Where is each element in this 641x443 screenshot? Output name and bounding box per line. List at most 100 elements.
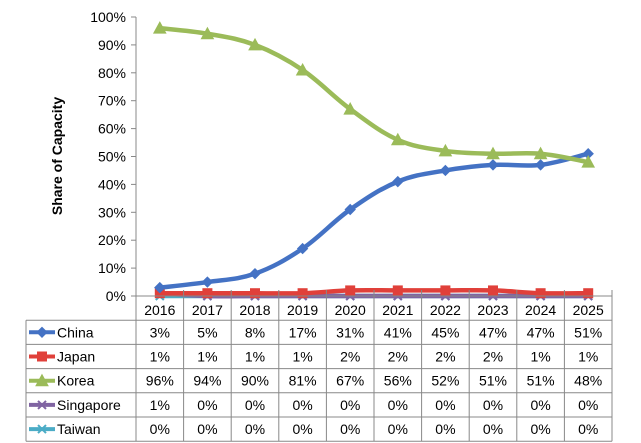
- legend-marker: [37, 424, 47, 434]
- legend-key-china: [29, 326, 55, 339]
- x-category-label: 2020: [335, 302, 366, 318]
- y-tick-label: 40%: [98, 176, 126, 192]
- data-table-cell: 0%: [483, 397, 503, 413]
- data-point-japan: [488, 285, 498, 296]
- x-category-label: 2019: [287, 302, 318, 318]
- legend-key-taiwan: [29, 424, 55, 434]
- data-table-cell: 81%: [289, 373, 317, 389]
- data-point-korea: [152, 21, 167, 34]
- data-point-korea: [533, 146, 548, 160]
- y-axis-title: Share of Capacity: [49, 97, 65, 215]
- data-table-cell: 0%: [292, 421, 312, 437]
- y-tick-label: 20%: [98, 232, 126, 248]
- legend-marker: [35, 373, 49, 387]
- series-line-china: [159, 151, 589, 290]
- data-point-china: [201, 276, 214, 288]
- legend-key-japan: [29, 351, 55, 362]
- data-table-cell: 0%: [530, 397, 550, 413]
- x-category-label: 2022: [430, 302, 461, 318]
- data-point-china: [534, 159, 547, 171]
- data-table-cell: 3%: [150, 324, 170, 340]
- data-table-cell: 0%: [197, 421, 217, 437]
- x-category-label: 2025: [573, 302, 604, 318]
- data-table-cell: 51%: [527, 373, 555, 389]
- data-table-cell: 1%: [245, 349, 265, 365]
- data-point-korea: [390, 132, 405, 146]
- legend-label: Taiwan: [57, 421, 101, 437]
- data-table-cell: 1%: [530, 349, 550, 365]
- data-table-cell: 0%: [578, 397, 598, 413]
- data-table-cell: 0%: [388, 397, 408, 413]
- data-point-china: [439, 164, 452, 177]
- data-table-cell: 8%: [245, 324, 265, 340]
- data-table: 2016 2017 2018 2019 2020 2021 2022 2023 2024 2025…: [25, 290, 613, 442]
- data-table-cell: 1%: [150, 349, 170, 365]
- legend-label: Korea: [57, 373, 95, 389]
- data-table-cell: 67%: [336, 373, 364, 389]
- x-category-label: 2023: [477, 302, 508, 318]
- data-point-china: [392, 175, 404, 188]
- data-table-cell: 0%: [340, 397, 360, 413]
- data-table-cell: 48%: [574, 373, 602, 389]
- y-tick-label: 0%: [106, 288, 126, 304]
- x-category-label: 2016: [144, 302, 175, 318]
- y-tick-label: 90%: [98, 37, 126, 53]
- y-tick-label: 50%: [98, 149, 126, 165]
- y-tick-label: 100%: [90, 9, 126, 25]
- data-table-cell: 17%: [289, 324, 317, 340]
- data-table-cell: 0%: [245, 397, 265, 413]
- y-tick-label: 30%: [98, 204, 126, 220]
- data-point-china: [344, 203, 356, 216]
- data-point-korea: [343, 102, 358, 115]
- data-table-cell: 2%: [435, 349, 455, 365]
- data-table-cell: 0%: [292, 397, 312, 413]
- series-lines: [152, 21, 596, 301]
- data-table-cell: 51%: [574, 324, 602, 340]
- data-table-cell: 0%: [530, 421, 550, 437]
- data-point-japan: [440, 285, 451, 296]
- x-category-label: 2024: [525, 302, 556, 318]
- data-table-cell: 2%: [388, 349, 408, 365]
- data-table-cell: 90%: [241, 373, 269, 389]
- data-point-japan: [345, 285, 356, 296]
- legend-label: Singapore: [57, 397, 121, 413]
- data-table-cell: 96%: [146, 373, 174, 389]
- legend-key-singapore: [29, 400, 55, 410]
- data-point-korea: [486, 146, 500, 160]
- y-axis-ticks: 0% 10% 20% 30% 40% 50% 60% 70% 80% 90% 100%: [90, 9, 136, 304]
- data-table-cell: 31%: [336, 324, 364, 340]
- series-line-korea: [159, 25, 589, 165]
- data-point-china: [154, 281, 166, 294]
- legend-label: China: [57, 324, 94, 340]
- data-table-cell: 0%: [388, 421, 408, 437]
- data-point-china: [249, 267, 261, 280]
- legend-marker: [37, 400, 47, 410]
- data-table-cell: 0%: [245, 421, 265, 437]
- data-table-cell: 1%: [292, 349, 312, 365]
- data-point-korea: [248, 37, 262, 51]
- x-category-label: 2021: [382, 302, 413, 318]
- data-point-korea: [581, 155, 596, 168]
- data-table-cell: 0%: [150, 421, 170, 437]
- data-point-japan: [250, 288, 260, 299]
- data-table-cell: 0%: [483, 421, 503, 437]
- data-point-japan: [583, 288, 594, 299]
- data-point-korea: [438, 143, 453, 157]
- data-table-cell: 0%: [578, 421, 598, 437]
- data-point-korea: [295, 62, 310, 76]
- y-tick-label: 70%: [98, 93, 126, 109]
- data-point-korea: [200, 26, 215, 40]
- data-table-cell: 0%: [340, 421, 360, 437]
- x-category-label: 2017: [192, 302, 223, 318]
- x-category-label: 2018: [239, 302, 270, 318]
- data-table-cell: 2%: [483, 349, 503, 365]
- data-table-cell: 1%: [150, 397, 170, 413]
- data-point-china: [487, 159, 499, 171]
- data-table-cell: 5%: [197, 324, 217, 340]
- data-table-cell: 47%: [527, 324, 555, 340]
- legend-key-korea: [29, 373, 55, 387]
- data-point-japan: [297, 288, 308, 299]
- data-table-cell: 56%: [384, 373, 412, 389]
- data-table-cell: 47%: [479, 324, 507, 340]
- data-point-japan: [535, 288, 546, 299]
